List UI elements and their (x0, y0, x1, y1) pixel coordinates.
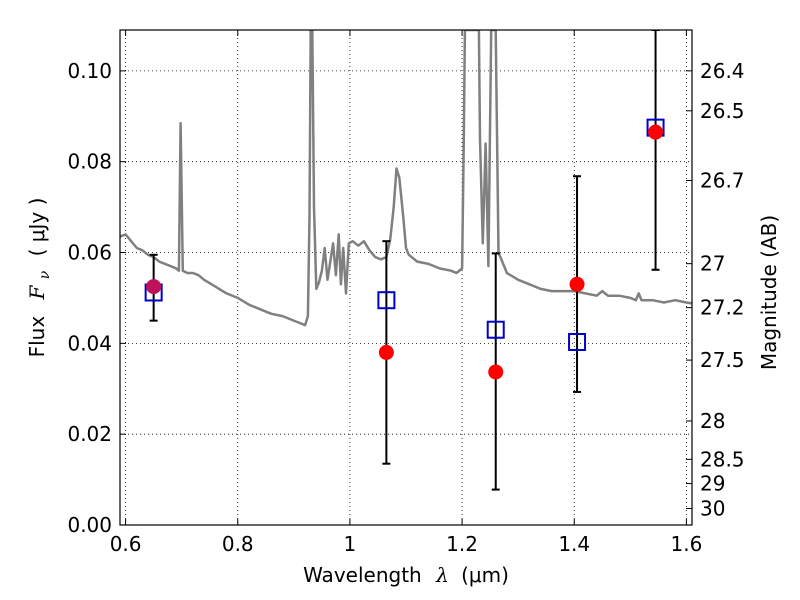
x-tick-label: 0.6 (110, 532, 142, 556)
x-axis-label-prefix: Wavelength (303, 563, 422, 587)
grid-lines (120, 30, 692, 525)
observed-flux-point (648, 124, 664, 140)
data-points-layer (144, 30, 665, 491)
x-tick-label: 0.8 (222, 532, 254, 556)
overlap-tint (146, 279, 162, 295)
y2-tick-label: 27.5 (700, 348, 745, 372)
y-tick-label: 0.04 (67, 331, 112, 355)
x-tick-label: 1.4 (558, 532, 590, 556)
y2-tick-label: 28 (700, 409, 725, 433)
x-tick-label: 1.6 (670, 532, 702, 556)
axis-ticks: 0.6 0.8 1 1.2 1.4 1.6 0.00 0.02 0.04 0.06 0.08 0.10… (67, 30, 745, 556)
y-tick-label: 0.00 (67, 513, 112, 537)
model-photometry-square (377, 291, 396, 310)
y2-tick-label: 26.4 (700, 59, 745, 83)
y2-tick-label: 27 (700, 252, 725, 276)
y-axis-label-prefix: Flux (25, 316, 49, 358)
observed-flux-point (378, 344, 394, 360)
y-axis-label-subscript: ν (37, 270, 53, 279)
y2-tick-label: 30 (700, 497, 725, 521)
y2-axis-label: Magnitude (AB) (757, 215, 781, 370)
y2-tick-label: 27.2 (700, 296, 745, 320)
y-tick-label: 0.08 (67, 150, 112, 174)
y-tick-label: 0.02 (67, 422, 112, 446)
observed-flux-point (488, 364, 504, 380)
model-spectrum-line (120, 30, 692, 327)
y-tick-label: 0.10 (67, 59, 112, 83)
y2-tick-label: 26.5 (700, 99, 745, 123)
y2-tick-label: 29 (700, 472, 725, 496)
x-axis-label-symbol: λ (435, 563, 449, 587)
y-axis-label-symbol: F (25, 284, 49, 300)
y-tick-label: 0.06 (67, 241, 112, 265)
spectrum-layer (120, 30, 692, 327)
y2-tick-label: 28.5 (700, 447, 745, 471)
y-axis-label-unit: ( μJy ) (25, 198, 49, 257)
model-photometry-square (486, 320, 505, 339)
observed-flux-point (146, 279, 162, 295)
observed-flux-point (569, 276, 585, 292)
x-tick-label: 1.2 (446, 532, 478, 556)
x-tick-label: 1 (344, 532, 357, 556)
model-photometry-square (568, 332, 587, 351)
x-axis-label: Wavelength λ (μm) (303, 563, 509, 587)
plot-frame (119, 29, 693, 526)
x-axis-label-unit: (μm) (461, 563, 509, 587)
y-axis-label: Flux F ν ( μJy ) (25, 198, 54, 358)
y2-tick-label: 26.7 (700, 168, 745, 192)
